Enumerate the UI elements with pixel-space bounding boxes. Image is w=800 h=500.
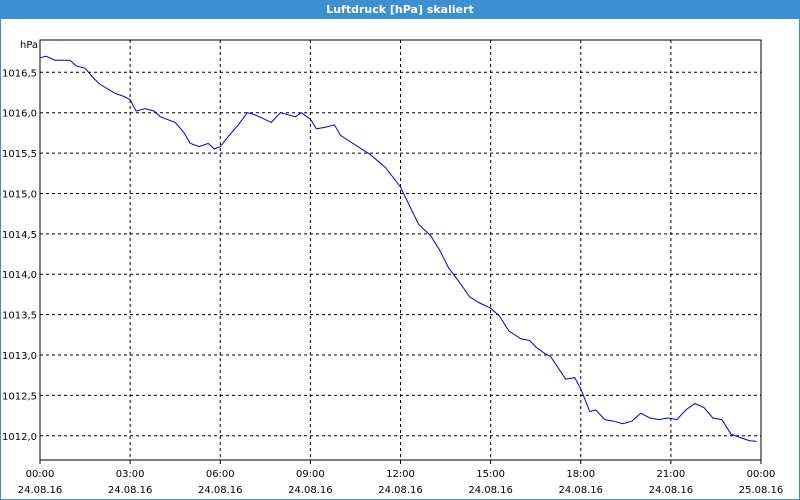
x-tick-date: 24.08.16 (558, 485, 603, 496)
series-line (39, 55, 757, 442)
x-axis-ticks: 00:00 24.08.16 03:00 24.08.16 06:00 24.08.16 0… (18, 460, 784, 496)
x-tick-time: 21:00 (656, 469, 685, 480)
y-axis-ticks: 1012,0 1012,5 1013,0 1013,5 1014,0 1014,5 1015… (2, 68, 37, 442)
x-tick-time: 18:00 (566, 469, 595, 480)
x-tick-date: 24.08.16 (468, 485, 513, 496)
y-tick-label: 1012,5 (2, 391, 37, 402)
x-tick-date: 24.08.16 (198, 485, 243, 496)
y-tick-label: 1016,5 (2, 68, 37, 79)
x-tick-time: 06:00 (206, 469, 235, 480)
x-tick-time: 15:00 (476, 469, 505, 480)
y-tick-label: 1014,5 (2, 230, 37, 241)
y-tick-label: 1013,5 (2, 311, 37, 322)
x-tick-time: 03:00 (116, 469, 145, 480)
y-tick-label: 1014,0 (2, 270, 37, 281)
x-tick-date: 24.08.16 (378, 485, 423, 496)
y-tick-label: 1012,0 (2, 432, 37, 443)
x-tick-time: 00:00 (747, 469, 776, 480)
y-tick-label: 1013,0 (2, 351, 37, 362)
y-tick-label: 1015,5 (2, 149, 37, 160)
x-tick-date: 24.08.16 (18, 485, 63, 496)
window-title: Luftdruck [hPa] skaliert (1, 1, 799, 19)
y-tick-label: 1015,0 (2, 189, 37, 200)
x-tick-date: 25.08.16 (739, 485, 784, 496)
x-tick-date: 24.08.16 (288, 485, 333, 496)
y-tick-label: 1016,0 (2, 109, 37, 120)
x-tick-time: 09:00 (296, 469, 325, 480)
x-tick-time: 12:00 (386, 469, 415, 480)
x-tick-time: 00:00 (26, 469, 55, 480)
gridlines (40, 40, 761, 460)
y-axis-label: hPa (20, 40, 38, 51)
x-tick-date: 24.08.16 (649, 485, 694, 496)
x-tick-date: 24.08.16 (108, 485, 153, 496)
